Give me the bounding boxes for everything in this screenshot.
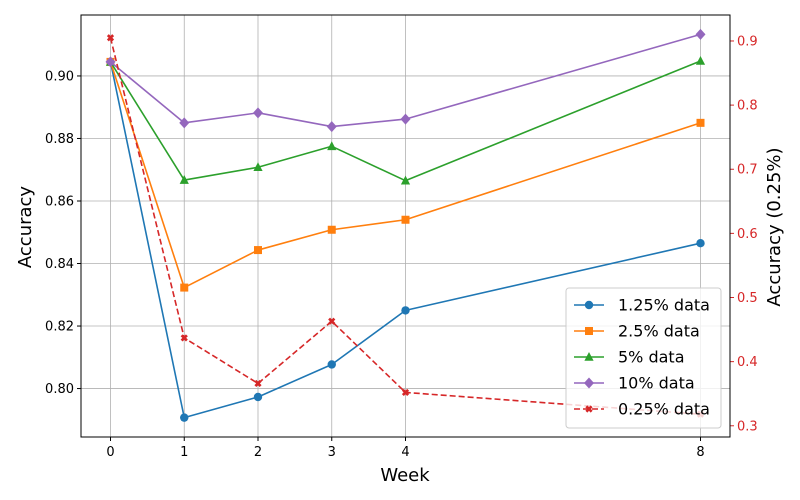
legend-item: 1.25% data [574,296,710,315]
series-line [109,61,701,289]
data-point [328,317,336,325]
legend-item: 2.5% data [574,322,700,341]
x-tick-label: 4 [401,445,409,460]
data-point [179,117,190,129]
legend-marker [585,327,593,335]
data-point [253,107,263,119]
y-left-tick-label: 0.86 [45,194,74,209]
legend-box [565,287,722,429]
y-axis-right-label: Accuracy (0.25%) [764,147,785,306]
y-right-tick-label: 0.5 [737,291,758,306]
data-point [253,392,263,402]
y-axis-left: 0.80 0.82 0.84 0.86 0.88 0.90 [45,69,81,397]
y-left-tick-label: 0.84 [45,257,74,272]
y-left-tick-label: 0.80 [45,382,74,397]
y-right-tick-label: 0.7 [737,163,758,178]
grid [81,15,730,437]
y-left-tick-label: 0.82 [45,320,74,335]
legend-label: 0.25% data [618,400,710,419]
x-tick-label: 8 [696,445,704,460]
y-axis-left-label: Accuracy [15,186,36,269]
legend-marker [584,377,594,389]
data-point [106,34,115,42]
data-point [400,113,411,125]
x-tick-label: 3 [328,445,336,460]
series-line [109,33,701,128]
y-left-tick-label: 0.90 [45,69,74,84]
data-point [180,334,188,342]
series-10pct-data [105,28,706,133]
data-point [695,55,706,65]
data-point [105,56,116,68]
series-line [109,37,701,416]
plot-frame [80,14,731,438]
legend-marker [584,300,594,310]
data-point [327,141,337,151]
series-line [109,61,701,419]
legend-label: 5% data [618,348,685,367]
legend: 1.25% data 2.5% data 5% data 10% data 0.25% … [565,287,722,429]
data-point [327,360,336,369]
legend-label: 10% data [618,374,695,393]
data-point [180,413,189,422]
data-point [401,306,410,315]
data-point [254,379,262,388]
data-point [326,121,337,133]
y-left-tick-label: 0.88 [45,132,74,147]
y-right-tick-label: 0.9 [737,34,758,49]
series [105,28,706,422]
legend-item: 5% data [574,348,685,367]
data-point [401,388,410,397]
data-point [696,238,705,248]
legend-label: 1.25% data [618,296,710,315]
x-tick-label: 2 [254,445,262,460]
series-line [109,60,701,182]
legend-item: 10% data [574,374,695,393]
data-point [400,175,411,185]
y-right-tick-label: 0.3 [737,419,758,434]
x-tick-label: 0 [106,445,114,460]
data-point [327,225,336,234]
data-point [254,246,262,255]
x-tick-label: 1 [180,445,188,460]
data-point [179,175,189,184]
legend-label: 2.5% data [618,322,700,341]
legend-marker [584,352,594,361]
y-right-tick-label: 0.6 [737,227,758,242]
data-point [180,283,189,292]
y-right-tick-label: 0.4 [737,355,758,370]
data-point [253,162,263,172]
data-point [696,118,705,127]
legend-item: 0.25% data [574,400,710,419]
y-right-tick-label: 0.8 [737,99,758,114]
data-point [695,28,706,40]
y-axis-right: 0.3 0.4 0.5 0.6 0.7 0.8 0.9 [730,34,758,434]
x-axis-label: Week [380,465,430,486]
data-point [401,215,410,224]
legend-marker [585,405,593,413]
x-axis: 0 1 2 3 4 8 [106,437,705,460]
